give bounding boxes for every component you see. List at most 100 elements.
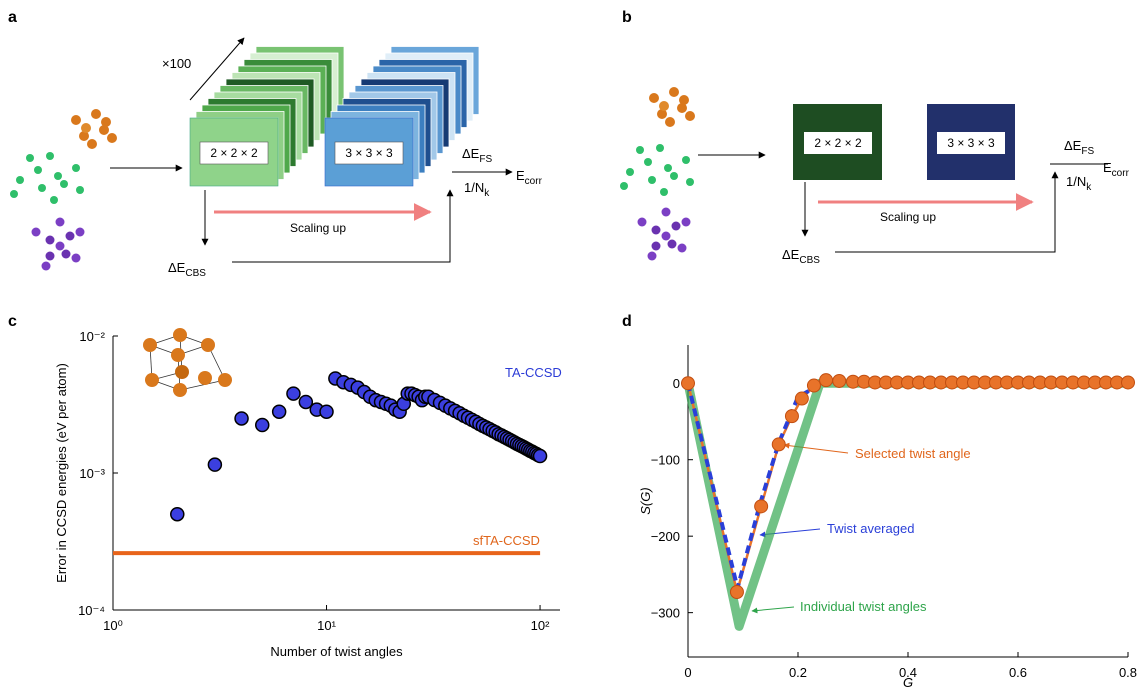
nk-label: 1/Nk (1066, 174, 1092, 193)
x-tick-label: 0.6 (1009, 665, 1027, 680)
cell-stacks (189, 46, 480, 187)
cbs-label: ΔECBS (168, 260, 206, 279)
x-tick-label: 0.2 (789, 665, 807, 680)
cell-box (937, 132, 1005, 154)
label-main: ΔE (168, 260, 186, 275)
cell-box (199, 141, 269, 165)
series-annotation: Selected twist angle (855, 446, 971, 461)
scaling-label: Scaling up (290, 221, 346, 235)
y-axis-label: S(G) (638, 487, 653, 514)
purple-cluster (637, 207, 691, 261)
panel-label: b (622, 9, 632, 26)
y-tick-label: 10⁻² (79, 329, 105, 344)
y-tick-label: −200 (651, 529, 680, 544)
orange-cluster (649, 87, 695, 127)
multiplier: ×100 (162, 56, 191, 71)
marker (681, 376, 695, 391)
marker (319, 404, 334, 419)
cell-box (804, 132, 872, 154)
label-main: E (1103, 160, 1112, 175)
orange-cluster (71, 109, 117, 149)
label-main: E (516, 168, 525, 183)
marker (1121, 375, 1135, 390)
label-sub: corr (1112, 168, 1130, 179)
label-sub: CBS (185, 268, 206, 279)
marker (784, 409, 799, 424)
cell-label: 3 × 3 × 3 (947, 136, 995, 150)
fs-label: ΔEFS (1064, 138, 1094, 157)
marker (832, 373, 847, 388)
molecules (10, 109, 117, 271)
marker (298, 394, 314, 410)
label-sub: k (484, 188, 490, 199)
result-label: Ecorr (1103, 160, 1130, 179)
annotation-arrow (751, 606, 795, 614)
marker (170, 506, 185, 522)
cell-box (334, 141, 404, 165)
band (683, 378, 1128, 631)
green-cluster (10, 152, 84, 204)
marker (532, 448, 548, 464)
scaling-label: Scaling up (880, 210, 936, 224)
cell-label: 2 × 2 × 2 (814, 136, 862, 150)
green-cluster (620, 144, 694, 196)
marker (819, 373, 834, 388)
marker (234, 411, 249, 426)
series-annotation: Twist averaged (827, 521, 914, 536)
dashed-line (686, 379, 1129, 589)
crystal (143, 328, 232, 397)
label-sub: k (1086, 182, 1092, 193)
label-main: 1/N (1066, 174, 1086, 189)
marker (207, 457, 223, 472)
y-tick-label: 10⁻⁴ (78, 603, 105, 618)
label-sub: FS (1081, 146, 1094, 157)
marker (794, 391, 809, 406)
y-tick-label: 10⁻³ (79, 466, 105, 481)
y-tick-label: 0 (673, 376, 680, 391)
y-tick-label: −300 (651, 606, 680, 621)
marker (254, 417, 270, 433)
label-main: ΔE (1064, 138, 1082, 153)
series-annotation: Individual twist angles (800, 599, 927, 614)
marker (754, 499, 769, 514)
x-tick-label: 10² (531, 618, 550, 633)
marker (806, 378, 821, 393)
label-sub: CBS (799, 255, 820, 266)
y-axis-label: Error in CCSD energies (eV per atom) (54, 363, 69, 583)
series-annotation: sfTA-CCSD (473, 533, 540, 548)
line (686, 378, 1128, 593)
cbs-label: ΔECBS (782, 247, 820, 266)
panel-label: a (8, 9, 17, 26)
x-tick-label: 0.8 (1119, 665, 1137, 680)
x-tick-label: 0 (684, 665, 691, 680)
label-sub: corr (525, 176, 543, 187)
x-tick-label: 10⁰ (103, 618, 123, 633)
arrow (232, 189, 454, 263)
arrow (835, 171, 1059, 253)
x-axis-label: G (903, 675, 913, 689)
label-main: ΔE (462, 146, 480, 161)
marker (729, 585, 744, 599)
arrow (189, 37, 245, 101)
nk-label: 1/Nk (464, 180, 490, 199)
cell-label: 2 × 2 × 2 (210, 146, 258, 160)
x-tick-label: 0.4 (899, 665, 917, 680)
purple-cluster (31, 217, 85, 271)
result-label: Ecorr (516, 168, 543, 187)
label-main: 1/N (464, 180, 484, 195)
panel-label: c (8, 313, 17, 330)
cell-label: 3 × 3 × 3 (345, 146, 393, 160)
marker (771, 437, 786, 452)
label-main: ΔE (782, 247, 800, 262)
series-annotation: TA-CCSD (505, 365, 562, 380)
fs-label: ΔEFS (462, 146, 492, 165)
molecules (620, 87, 695, 261)
marker (286, 386, 301, 401)
label-sub: FS (479, 154, 492, 165)
panel-label: d (622, 313, 632, 330)
x-axis-label: Number of twist angles (270, 644, 403, 659)
y-tick-label: −100 (651, 453, 680, 468)
x-tick-label: 10¹ (317, 618, 336, 633)
